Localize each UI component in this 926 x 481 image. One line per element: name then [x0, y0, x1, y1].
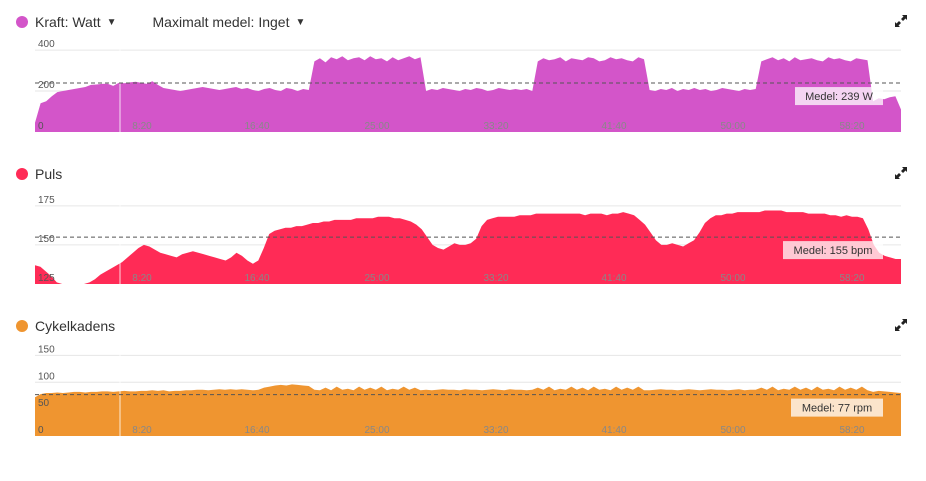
hr-legend-dot	[16, 168, 28, 180]
power-chart[interactable]: 400 200 0 8:20 16:40 25:00 33:20 41:40 50:00 58:2…	[0, 39, 926, 136]
power-unit-dropdown[interactable]: Kraft: Watt ▼	[35, 14, 117, 30]
power-panel: Kraft: Watt ▼ Maximalt medel: Inget ▼	[0, 12, 926, 137]
x-tick-label: 58:20	[839, 121, 864, 132]
y-tick-label: 50	[38, 398, 50, 409]
caret-down-icon: ▼	[295, 16, 306, 28]
cadence-legend-dot	[16, 320, 28, 332]
mean-label-box	[783, 241, 883, 260]
power-header: Kraft: Watt ▼ Maximalt medel: Inget ▼	[16, 12, 305, 32]
y-tick-label: 200	[38, 80, 55, 91]
y-tick-label: 175	[38, 195, 55, 206]
x-tick-label: 41:40	[601, 121, 626, 132]
x-tick-label: 33:20	[483, 425, 508, 436]
cadence-chart[interactable]: 150 100 50 0 8:20 16:40 25:00 33:20 41:40 50:00 58…	[0, 344, 926, 436]
mean-label-box	[791, 398, 883, 417]
x-tick-label: 25:00	[364, 273, 389, 284]
y-tick-label: 400	[38, 39, 55, 50]
hr-chart[interactable]: 175 150 125 8:20 16:40 25:00 33:20 41:40 50:00 58…	[0, 192, 926, 286]
expand-icon[interactable]	[894, 14, 908, 28]
x-tick-label: 16:40	[244, 425, 269, 436]
x-tick-label: 25:00	[364, 121, 389, 132]
y-tick-label: 100	[38, 371, 55, 382]
y-tick-label: 125	[38, 273, 55, 284]
x-tick-label: 58:20	[839, 425, 864, 436]
expand-icon[interactable]	[894, 318, 908, 332]
x-tick-label: 41:40	[601, 425, 626, 436]
x-tick-label: 8:20	[132, 273, 152, 284]
x-tick-label: 50:00	[720, 121, 745, 132]
mean-label: Medel: 155 bpm	[794, 245, 873, 257]
x-tick-label: 16:40	[244, 121, 269, 132]
x-tick-label: 50:00	[720, 273, 745, 284]
x-tick-label: 41:40	[601, 273, 626, 284]
x-tick-label: 33:20	[483, 121, 508, 132]
cadence-title: Cykelkadens	[35, 318, 116, 334]
x-tick-label: 33:20	[483, 273, 508, 284]
x-tick-label: 25:00	[364, 425, 389, 436]
mean-label-box	[795, 87, 883, 106]
data-area	[35, 56, 901, 133]
cadence-panel: Cykelkadens	[0, 316, 926, 441]
mean-label: Medel: 239 W	[805, 91, 873, 103]
y-tick-label: 150	[38, 234, 55, 245]
caret-down-icon: ▼	[106, 16, 117, 28]
hr-title: Puls	[35, 166, 63, 182]
x-tick-label: 8:20	[132, 425, 152, 436]
y-tick-label: 150	[38, 344, 55, 355]
y-tick-label: 0	[38, 425, 44, 436]
power-legend-dot	[16, 16, 28, 28]
x-tick-label: 16:40	[244, 273, 269, 284]
x-tick-label: 50:00	[720, 425, 745, 436]
power-unit-label: Kraft: Watt	[35, 14, 101, 30]
hr-header: Puls	[16, 164, 62, 184]
expand-icon[interactable]	[894, 166, 908, 180]
data-area	[35, 210, 901, 284]
hr-panel: Puls	[0, 164, 926, 289]
mean-label: Medel: 77 rpm	[802, 403, 872, 415]
x-tick-label: 8:20	[132, 121, 152, 132]
max-average-label: Maximalt medel: Inget	[152, 14, 290, 30]
x-tick-label: 58:20	[839, 273, 864, 284]
data-area	[35, 384, 901, 436]
cadence-header: Cykelkadens	[16, 316, 115, 336]
y-tick-label: 0	[38, 121, 44, 132]
max-average-dropdown[interactable]: Maximalt medel: Inget ▼	[153, 14, 306, 30]
